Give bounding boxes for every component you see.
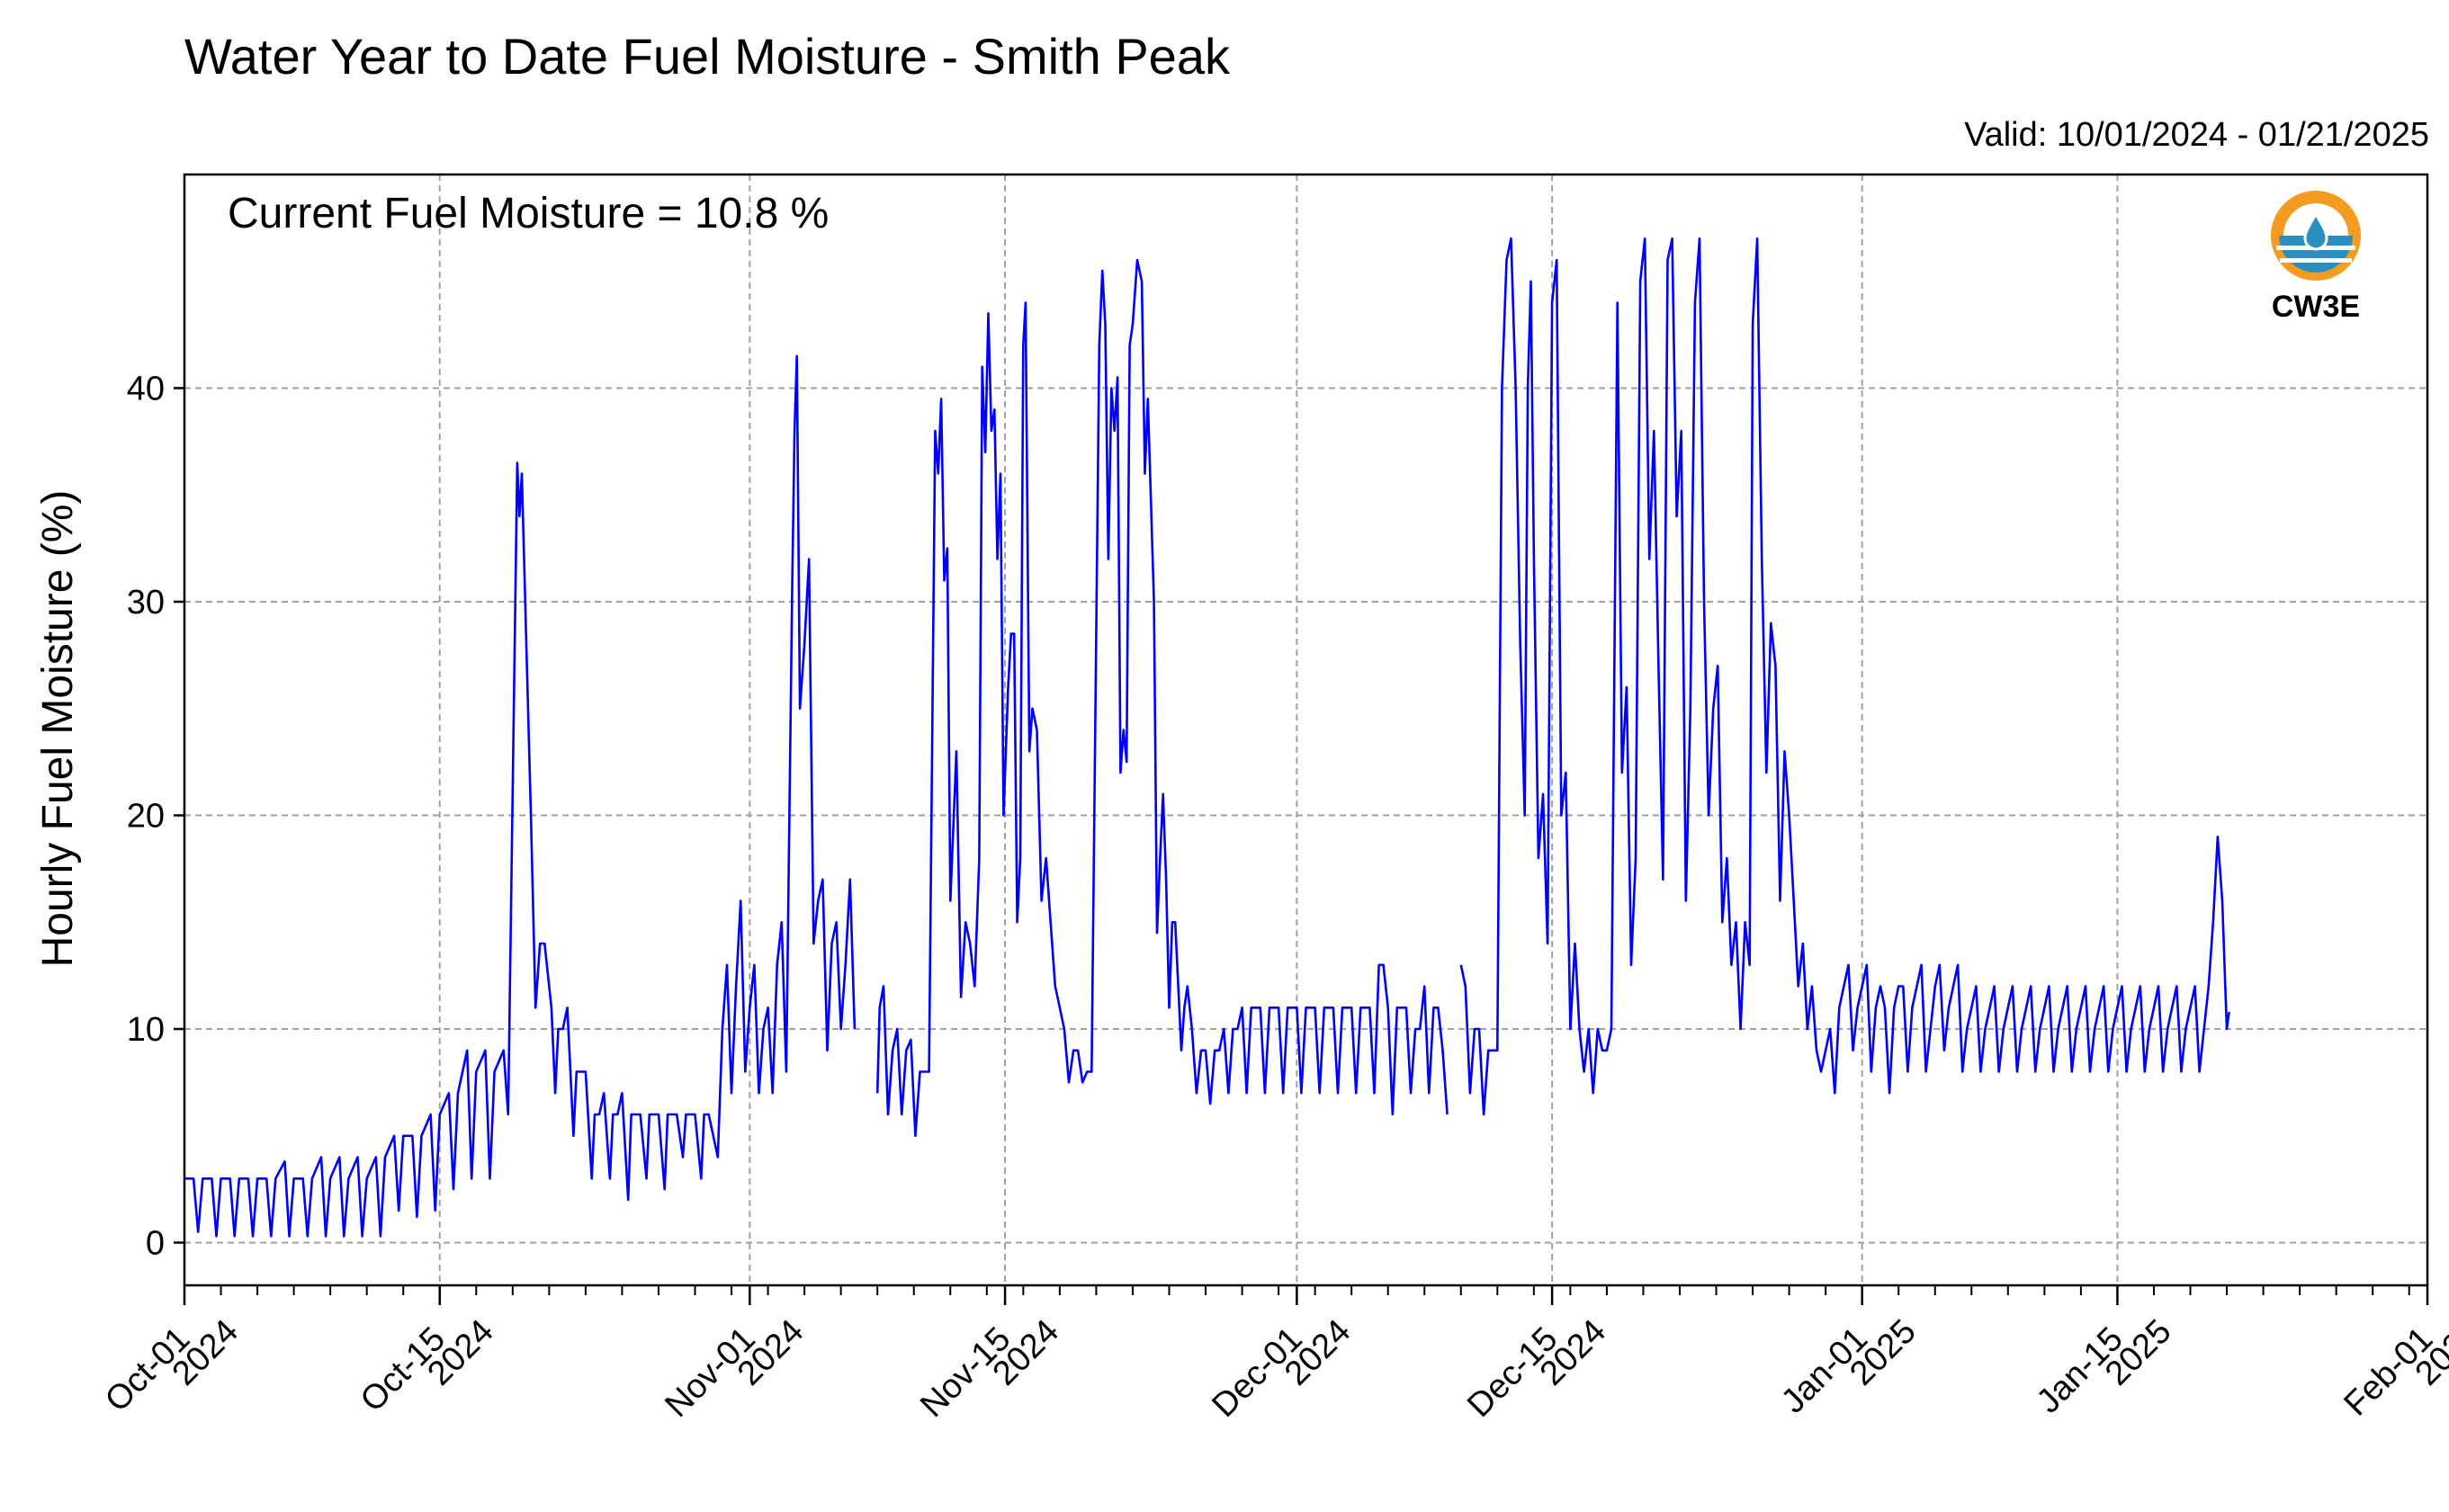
cw3e-water-drop-icon: [2271, 191, 2361, 281]
fuel-moisture-line: [875, 258, 1449, 1138]
y-tick-label: 10: [127, 1011, 165, 1049]
series-layer: [184, 237, 2230, 1238]
gridlines: [184, 174, 2428, 1285]
cw3e-logo: CW3E: [2271, 191, 2361, 324]
y-tick-label: 40: [127, 371, 165, 408]
valid-date-range: Valid: 10/01/2024 - 01/21/2025: [1964, 116, 2429, 154]
y-tick-label: 20: [127, 798, 165, 836]
y-axis-label: Hourly Fuel Moisture (%): [34, 490, 82, 968]
chart-title: Water Year to Date Fuel Moisture - Smith…: [184, 28, 1231, 85]
plot-frame: [183, 173, 2429, 1287]
fuel-moisture-line: [184, 354, 857, 1238]
current-fuel-moisture-annotation: Current Fuel Moisture = 10.8 %: [228, 190, 829, 237]
y-tick-label: 0: [146, 1225, 165, 1263]
fuel-moisture-line: [1459, 237, 2230, 1116]
logo-text: CW3E: [2272, 290, 2360, 324]
y-tick-label: 30: [127, 584, 165, 622]
